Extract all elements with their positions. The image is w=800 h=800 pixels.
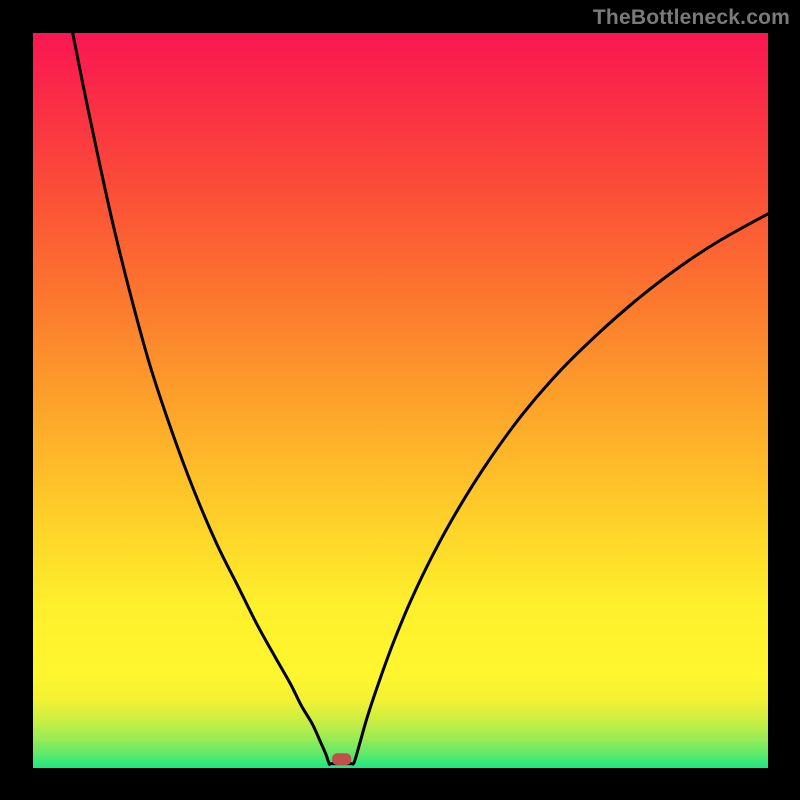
chart-plot-area [33,33,768,768]
bottleneck-chart-figure: TheBottleneck.com [0,0,800,800]
chart-background [33,33,768,768]
optimal-point-marker [332,753,351,765]
watermark-label: TheBottleneck.com [593,6,790,30]
